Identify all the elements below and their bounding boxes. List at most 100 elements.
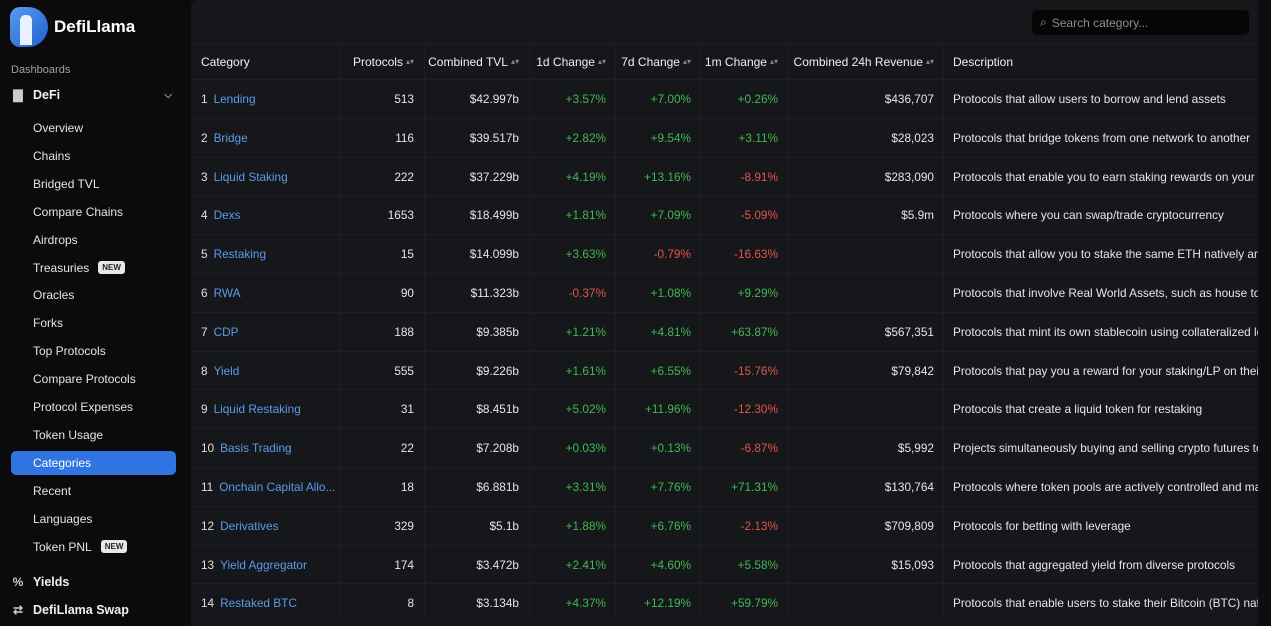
rank: 4: [201, 208, 208, 223]
category-link[interactable]: Bridge: [213, 130, 248, 145]
sidebar-item-compare-chains[interactable]: Compare Chains: [11, 200, 176, 224]
sidebar-group-defi[interactable]: ▇ DeFi ⌵: [11, 88, 176, 102]
category-link[interactable]: Basis Trading: [220, 441, 292, 456]
column-header-combined-24h-revenue[interactable]: Combined 24h Revenue ▴▾: [788, 44, 944, 79]
dashboards-label: Dashboards: [11, 64, 71, 76]
description-cell: Protocols that involve Real World Assets…: [953, 286, 1258, 300]
category-link[interactable]: Dexs: [213, 208, 241, 223]
sidebar-item-airdrops[interactable]: Airdrops: [11, 228, 176, 252]
sidebar-item-chains[interactable]: Chains: [11, 144, 176, 168]
category-link[interactable]: Restaked BTC: [220, 596, 297, 611]
sidebar-item-label: Treasuries: [33, 260, 90, 275]
category-link[interactable]: Onchain Capital Allo...: [219, 480, 336, 494]
column-header-1d-change[interactable]: 1d Change ▴▾: [530, 44, 616, 79]
sidebar-item-label: Chains: [33, 148, 71, 163]
category-link[interactable]: Derivatives: [220, 518, 279, 533]
revenue-cell: $709,809: [788, 506, 944, 545]
protocols-cell: 555: [341, 351, 425, 390]
change-1m-cell: -8.91%: [701, 157, 788, 196]
sidebar-item-bridged-tvl[interactable]: Bridged TVL: [11, 172, 176, 196]
sidebar-item-label: Compare Protocols: [33, 372, 136, 387]
protocols-cell: 116: [341, 118, 425, 157]
sort-icon[interactable]: ▴▾: [769, 57, 778, 66]
sort-icon[interactable]: ▴▾: [510, 57, 519, 66]
category-link[interactable]: Liquid Restaking: [213, 402, 301, 417]
category-link[interactable]: Yield: [213, 363, 240, 378]
category-link[interactable]: Yield Aggregator: [220, 557, 307, 572]
logo[interactable]: DefiLlama: [10, 7, 135, 47]
change-1m-cell: +0.26%: [701, 80, 788, 118]
change-1d-cell: +2.41%: [530, 545, 616, 584]
new-badge: NEW: [98, 261, 125, 274]
change-1m-cell: -12.30%: [701, 390, 788, 429]
category-cell: 11 Onchain Capital Allo...: [191, 468, 341, 506]
category-cell: 5 Restaking: [191, 235, 341, 274]
sidebar-item-swap[interactable]: ⇄ DefiLlama Swap: [11, 603, 176, 617]
tvl-cell: $5.1b: [425, 506, 530, 545]
sidebar-item-label: Recent: [33, 483, 72, 498]
revenue-cell: [788, 584, 944, 623]
tvl-cell: $39.517b: [425, 118, 530, 157]
sort-icon[interactable]: ▴▾: [682, 57, 691, 66]
change-7d-cell: +12.19%: [616, 584, 701, 623]
change-7d-cell: +6.76%: [616, 506, 701, 545]
protocols-cell: 31: [341, 390, 425, 429]
revenue-cell: [788, 274, 944, 312]
tvl-cell: $9.385b: [425, 312, 530, 351]
table-row: 1 Lending 513 $42.997b +3.57% +7.00% +0.26% $43…: [191, 79, 1258, 118]
column-header-description: Description: [944, 44, 1258, 79]
header-label: Combined 24h Revenue: [793, 54, 923, 69]
sidebar-item-label: Protocol Expenses: [33, 400, 134, 414]
sidebar-item-top-protocols[interactable]: Top Protocols: [11, 339, 176, 363]
chevron-down-icon[interactable]: ⌵: [164, 89, 172, 101]
sidebar-item-yields[interactable]: % Yields: [11, 575, 176, 589]
scrollbar[interactable]: [1258, 0, 1271, 626]
change-1m-cell: +3.11%: [701, 118, 788, 157]
sidebar-item-token-usage[interactable]: Token Usage: [11, 423, 176, 447]
rank: 5: [201, 247, 208, 262]
change-1m-cell: +71.31%: [701, 468, 788, 506]
column-header-7d-change[interactable]: 7d Change ▴▾: [616, 44, 701, 79]
sidebar-item-treasuries[interactable]: Treasuries NEW: [11, 256, 176, 280]
change-1d-cell: +4.19%: [530, 157, 616, 196]
sort-icon[interactable]: ▴▾: [597, 57, 606, 66]
table-row: 7 CDP 188 $9.385b +1.21% +4.81% +63.87% $567,35…: [191, 311, 1258, 351]
sidebar-item-oracles[interactable]: Oracles: [11, 283, 176, 307]
category-link[interactable]: Restaking: [213, 247, 267, 262]
change-1m-cell: +5.58%: [701, 545, 788, 584]
change-7d-cell: +13.16%: [616, 157, 701, 196]
sidebar-item-label: Overview: [33, 121, 84, 135]
category-link[interactable]: Liquid Staking: [213, 169, 288, 184]
categories-panel: ⌕ Search category... Category Protocols ▴▾…: [191, 0, 1258, 626]
change-7d-cell: +9.54%: [616, 118, 701, 157]
sidebar-item-token-pnl[interactable]: Token PNL NEW: [11, 535, 176, 559]
tvl-cell: $3.472b: [425, 545, 530, 584]
column-header-category: Category: [191, 44, 341, 79]
column-header-1m-change[interactable]: 1m Change ▴▾: [701, 44, 788, 79]
table-row: 3 Liquid Staking 222 $37.229b +4.19% +13.16% -…: [191, 156, 1258, 196]
column-header-combined-tvl[interactable]: Combined TVL ▴▾: [425, 44, 530, 79]
header-label: 7d Change: [621, 54, 680, 69]
category-link[interactable]: RWA: [213, 286, 241, 300]
tvl-cell: $8.451b: [425, 390, 530, 429]
sort-icon[interactable]: ▴▾: [925, 57, 934, 66]
change-1d-cell: +0.03%: [530, 429, 616, 468]
table-row: 13 Yield Aggregator 174 $3.472b +2.41% +4.60%…: [191, 544, 1258, 584]
category-link[interactable]: Lending: [213, 92, 256, 106]
sidebar-item-overview[interactable]: Overview: [11, 116, 176, 140]
search-input[interactable]: ⌕ Search category...: [1032, 10, 1249, 35]
sidebar-item-protocol-expenses[interactable]: Protocol Expenses: [11, 395, 176, 419]
table-row: 8 Yield 555 $9.226b +1.61% +6.55% -15.76% $79,8…: [191, 350, 1258, 390]
revenue-cell: $567,351: [788, 312, 944, 351]
sidebar-item-languages[interactable]: Languages: [11, 507, 176, 531]
category-link[interactable]: CDP: [213, 324, 239, 339]
category-cell: 7 CDP: [191, 312, 341, 351]
sidebar-item-compare-protocols[interactable]: Compare Protocols: [11, 367, 176, 391]
column-header-protocols[interactable]: Protocols ▴▾: [341, 44, 425, 79]
percent-icon: %: [12, 575, 24, 589]
tvl-cell: $9.226b: [425, 351, 530, 390]
sidebar-item-recent[interactable]: Recent: [11, 479, 176, 503]
sidebar-item-categories[interactable]: Categories: [11, 450, 176, 475]
sidebar-item-forks[interactable]: Forks: [11, 311, 176, 335]
sort-icon[interactable]: ▴▾: [405, 57, 414, 66]
